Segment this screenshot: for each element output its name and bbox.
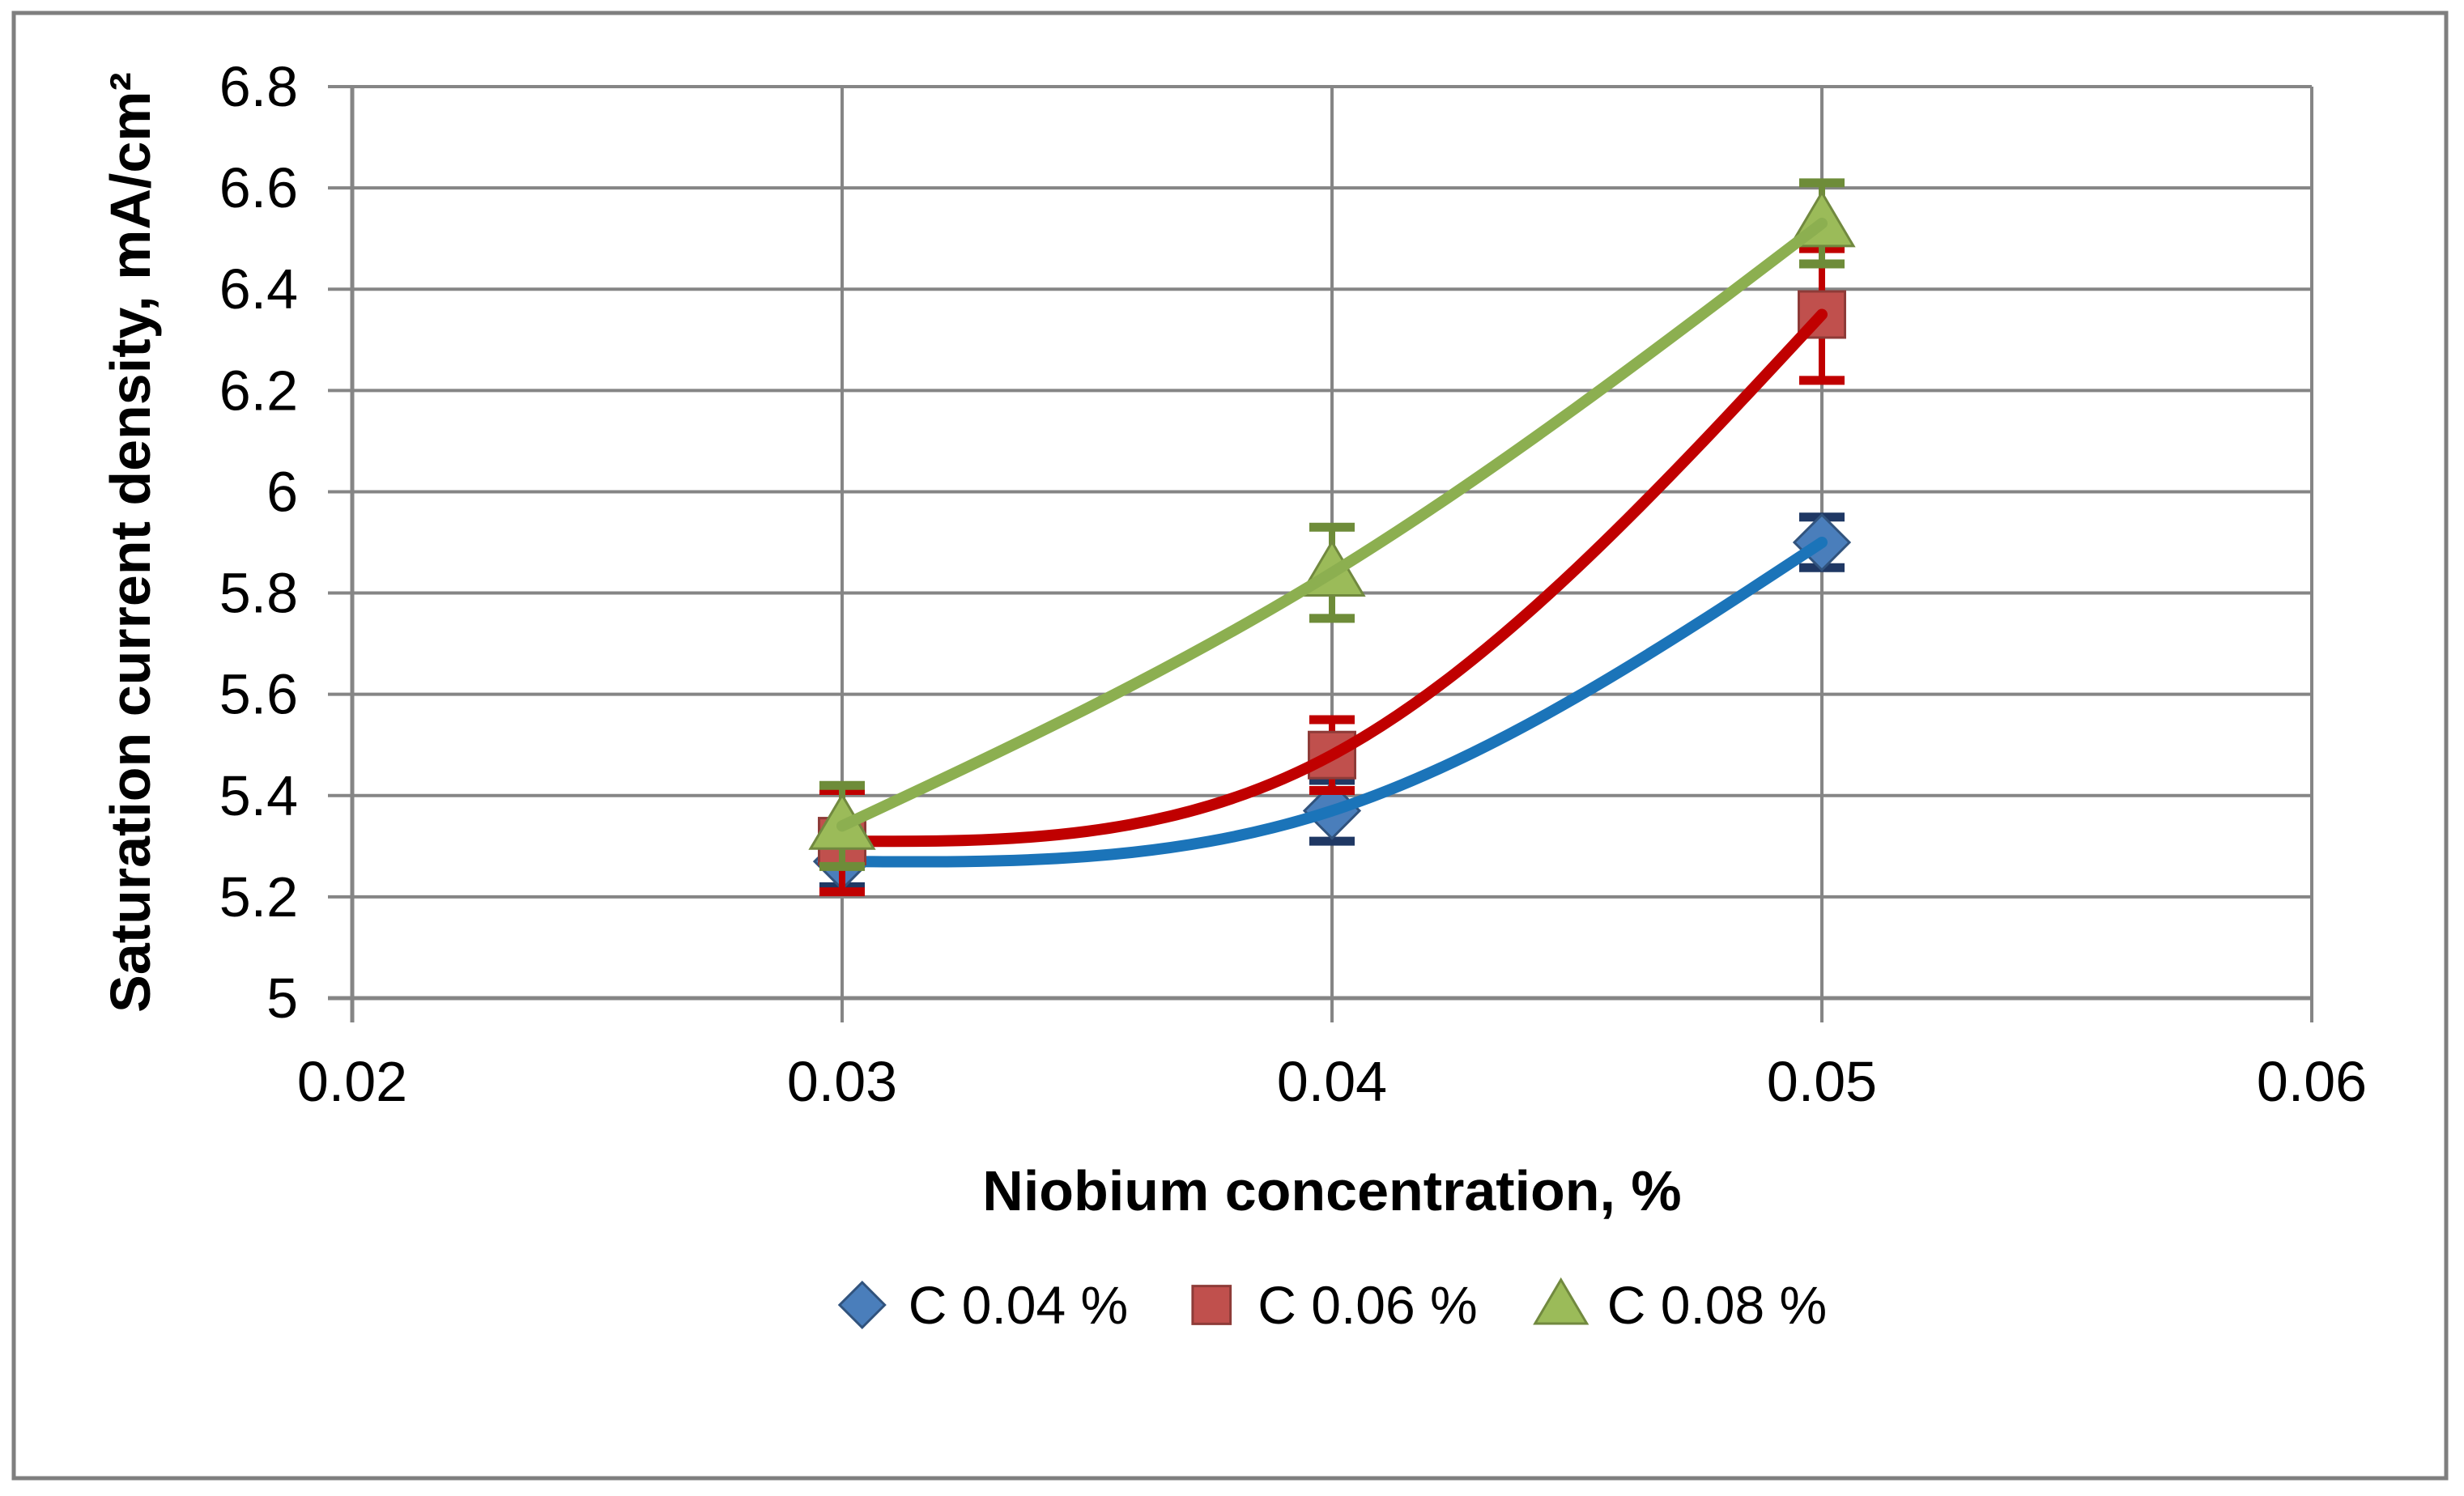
x-tick-label: 0.03 <box>787 1050 897 1113</box>
legend-label: C 0.08 % <box>1607 1275 1827 1335</box>
series-line <box>836 217 1828 832</box>
data-series <box>808 178 1856 897</box>
y-axis-title: Saturation current density, mA/cm² <box>99 72 162 1013</box>
triangle-marker-icon <box>1533 1277 1589 1325</box>
y-tick-label: 5.2 <box>219 865 298 929</box>
tick-labels: 5 5.2 5.4 5.6 5.8 6 6.2 6.4 6.6 6.8 0.02 0.03 0.04 0.… <box>219 55 2367 1113</box>
series-line <box>836 537 1828 868</box>
y-tick-label: 6 <box>266 460 298 523</box>
square-marker-icon <box>1308 730 1356 780</box>
axis-lines <box>328 87 2312 1022</box>
x-axis-title: Niobium concentration, % <box>982 1159 1681 1222</box>
legend-item: C 0.08 % <box>1533 1275 1827 1335</box>
y-tick-label: 5.6 <box>219 663 298 726</box>
x-tick-label: 0.05 <box>1767 1050 1877 1113</box>
chart-outer-border <box>11 11 2449 1481</box>
legend: C 0.04 % C 0.06 % C 0.08 % <box>837 1275 1827 1335</box>
square-marker-icon <box>1191 1285 1232 1325</box>
y-tick-label: 5.4 <box>219 764 298 827</box>
legend-item: C 0.04 % <box>837 1275 1128 1335</box>
y-tick-label: 6.6 <box>219 156 298 219</box>
y-tick-label: 5.8 <box>219 562 298 625</box>
legend-item: C 0.06 % <box>1191 1275 1478 1335</box>
diamond-marker-icon <box>837 1280 887 1330</box>
legend-label: C 0.06 % <box>1258 1275 1477 1335</box>
x-tick-label: 0.06 <box>2257 1050 2367 1113</box>
y-tick-label: 6.8 <box>219 55 298 118</box>
y-tick-label: 6.4 <box>219 257 298 321</box>
y-tick-label: 6.2 <box>219 359 298 422</box>
x-tick-label: 0.02 <box>297 1050 407 1113</box>
series-2 <box>808 178 1856 871</box>
legend-label: C 0.04 % <box>909 1275 1128 1335</box>
y-tick-label: 5 <box>266 967 298 1030</box>
gridlines <box>328 85 2313 1022</box>
x-tick-label: 0.04 <box>1277 1050 1387 1113</box>
series-line <box>836 308 1828 848</box>
